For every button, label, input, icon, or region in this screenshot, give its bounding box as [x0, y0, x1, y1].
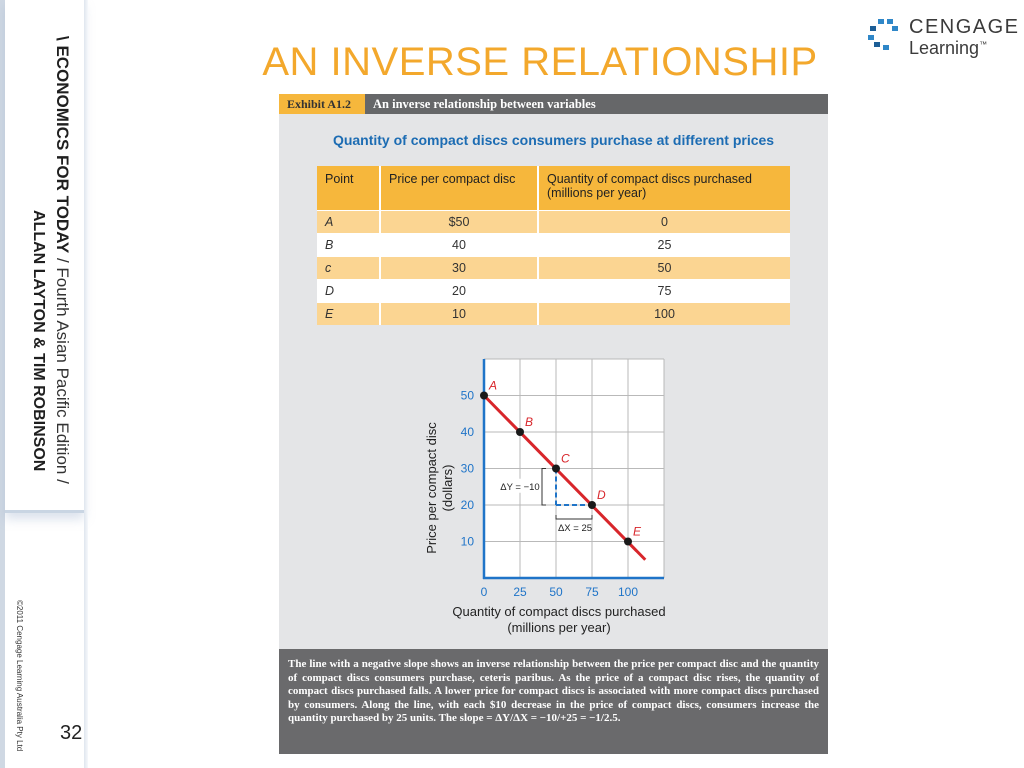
cell-price: $50	[380, 210, 539, 234]
book-title-bold: \ ECONOMICS FOR TODAY	[53, 36, 72, 254]
table-row: c 30 50	[317, 256, 790, 280]
logo-text-learning: Learning™	[909, 38, 987, 59]
y-axis-title: Price per compact disc	[424, 422, 439, 554]
y-tick-label: 30	[461, 462, 475, 476]
table-row: D 20 75	[317, 279, 790, 303]
cell-point: A	[317, 210, 381, 234]
cell-quantity: 25	[538, 233, 790, 257]
delta-x-label-bg	[559, 521, 591, 534]
data-point-b	[516, 428, 524, 436]
x-axis-subtitle: (millions per year)	[507, 620, 610, 635]
table-row: A $50 0	[317, 210, 790, 234]
book-authors: ALLAN LAYTON & TIM ROBINSON	[30, 210, 47, 472]
delta-x-bracket	[555, 515, 593, 520]
logo-learning-word: Learning	[909, 38, 980, 58]
logo-trademark: ™	[979, 40, 988, 49]
cell-point: B	[317, 233, 381, 257]
delta-y-bracket	[541, 468, 546, 506]
x-axis-title: Quantity of compact discs purchased	[452, 604, 665, 619]
y-tick-label: 10	[461, 535, 475, 549]
column-header: Point	[317, 166, 381, 211]
x-tick-label: 100	[618, 585, 638, 599]
cell-quantity: 50	[538, 256, 790, 280]
data-point-label: D	[597, 488, 606, 502]
delta-y-label: ΔY = −10	[500, 482, 539, 493]
table-row: E 10 100	[317, 302, 790, 325]
slide-title: AN INVERSE RELATIONSHIP	[262, 40, 818, 84]
sidebar-stripe	[0, 0, 5, 768]
chart: 0 25 50 75 100 10 20 30 40 50 Quantity of compact …	[424, 358, 666, 635]
cell-point: D	[317, 279, 381, 303]
delta-y-label-bg	[500, 478, 540, 493]
cell-quantity: 75	[538, 279, 790, 303]
data-point-label: E	[633, 525, 642, 539]
demand-line	[482, 394, 647, 561]
cell-price: 40	[380, 233, 539, 257]
delta-x-label: ΔX = 25	[558, 523, 592, 534]
y-tick-label: 50	[461, 389, 475, 403]
slide-number: 32	[60, 722, 83, 744]
data-point-c	[552, 464, 560, 473]
copyright-notice: ©2011 Cengage Learning Australia Pty Ltd	[15, 600, 24, 752]
table-header-row: Point Price per compact disc Quantity of…	[317, 166, 790, 211]
caption-box: The line with a negative slope shows an …	[279, 649, 828, 754]
cell-point: E	[317, 302, 381, 325]
logo-text-cengage: CENGAGE	[909, 16, 1020, 38]
table-row: B 40 25	[317, 233, 790, 257]
cengage-logo: CENGAGE Learning™	[865, 14, 1018, 64]
exhibit-label: Exhibit A1.2	[279, 94, 365, 114]
book-title-panel	[5, 0, 84, 513]
book-edition: / Fourth Asian Pacific Edition /	[53, 253, 72, 484]
cell-price: 20	[380, 279, 539, 303]
y-tick-label: 40	[461, 425, 475, 439]
data-point-label: C	[561, 452, 570, 466]
cell-quantity: 0	[538, 210, 790, 234]
cell-quantity: 100	[538, 302, 790, 325]
book-title: \ ECONOMICS FOR TODAY / Fourth Asian Pac…	[52, 36, 72, 484]
x-tick-label: 0	[481, 585, 488, 599]
cell-point: c	[317, 256, 381, 280]
y-tick-label: 20	[461, 498, 475, 512]
table-heading: Quantity of compact discs consumers purc…	[332, 132, 775, 148]
data-point-a	[480, 391, 488, 400]
exhibit-caption: The line with a negative slope shows an …	[288, 658, 819, 725]
y-axis-subtitle: (dollars)	[440, 465, 455, 512]
data-table: Point Price per compact disc Quantity of…	[317, 166, 790, 325]
column-header: Price per compact disc	[380, 166, 539, 211]
cengage-logo-icon	[868, 19, 898, 50]
x-tick-label: 50	[549, 585, 563, 599]
column-header: Quantity of compact discs purchased (mil…	[538, 166, 790, 211]
exhibit-panel: Exhibit A1.2 An inverse relationship bet…	[279, 94, 828, 754]
exhibit-title: An inverse relationship between variable…	[373, 97, 596, 111]
data-point-e	[624, 537, 632, 546]
cell-price: 10	[380, 302, 539, 325]
data-point-label: A	[488, 379, 497, 393]
sidebar-edge	[84, 0, 88, 768]
x-tick-label: 75	[585, 585, 599, 599]
exhibit-header: Exhibit A1.2 An inverse relationship bet…	[279, 94, 828, 114]
data-point-label: B	[525, 415, 533, 429]
sidebar: \ ECONOMICS FOR TODAY / Fourth Asian Pac…	[0, 0, 88, 768]
cell-price: 30	[380, 256, 539, 280]
x-tick-label: 25	[513, 585, 527, 599]
data-point-d	[588, 501, 596, 509]
